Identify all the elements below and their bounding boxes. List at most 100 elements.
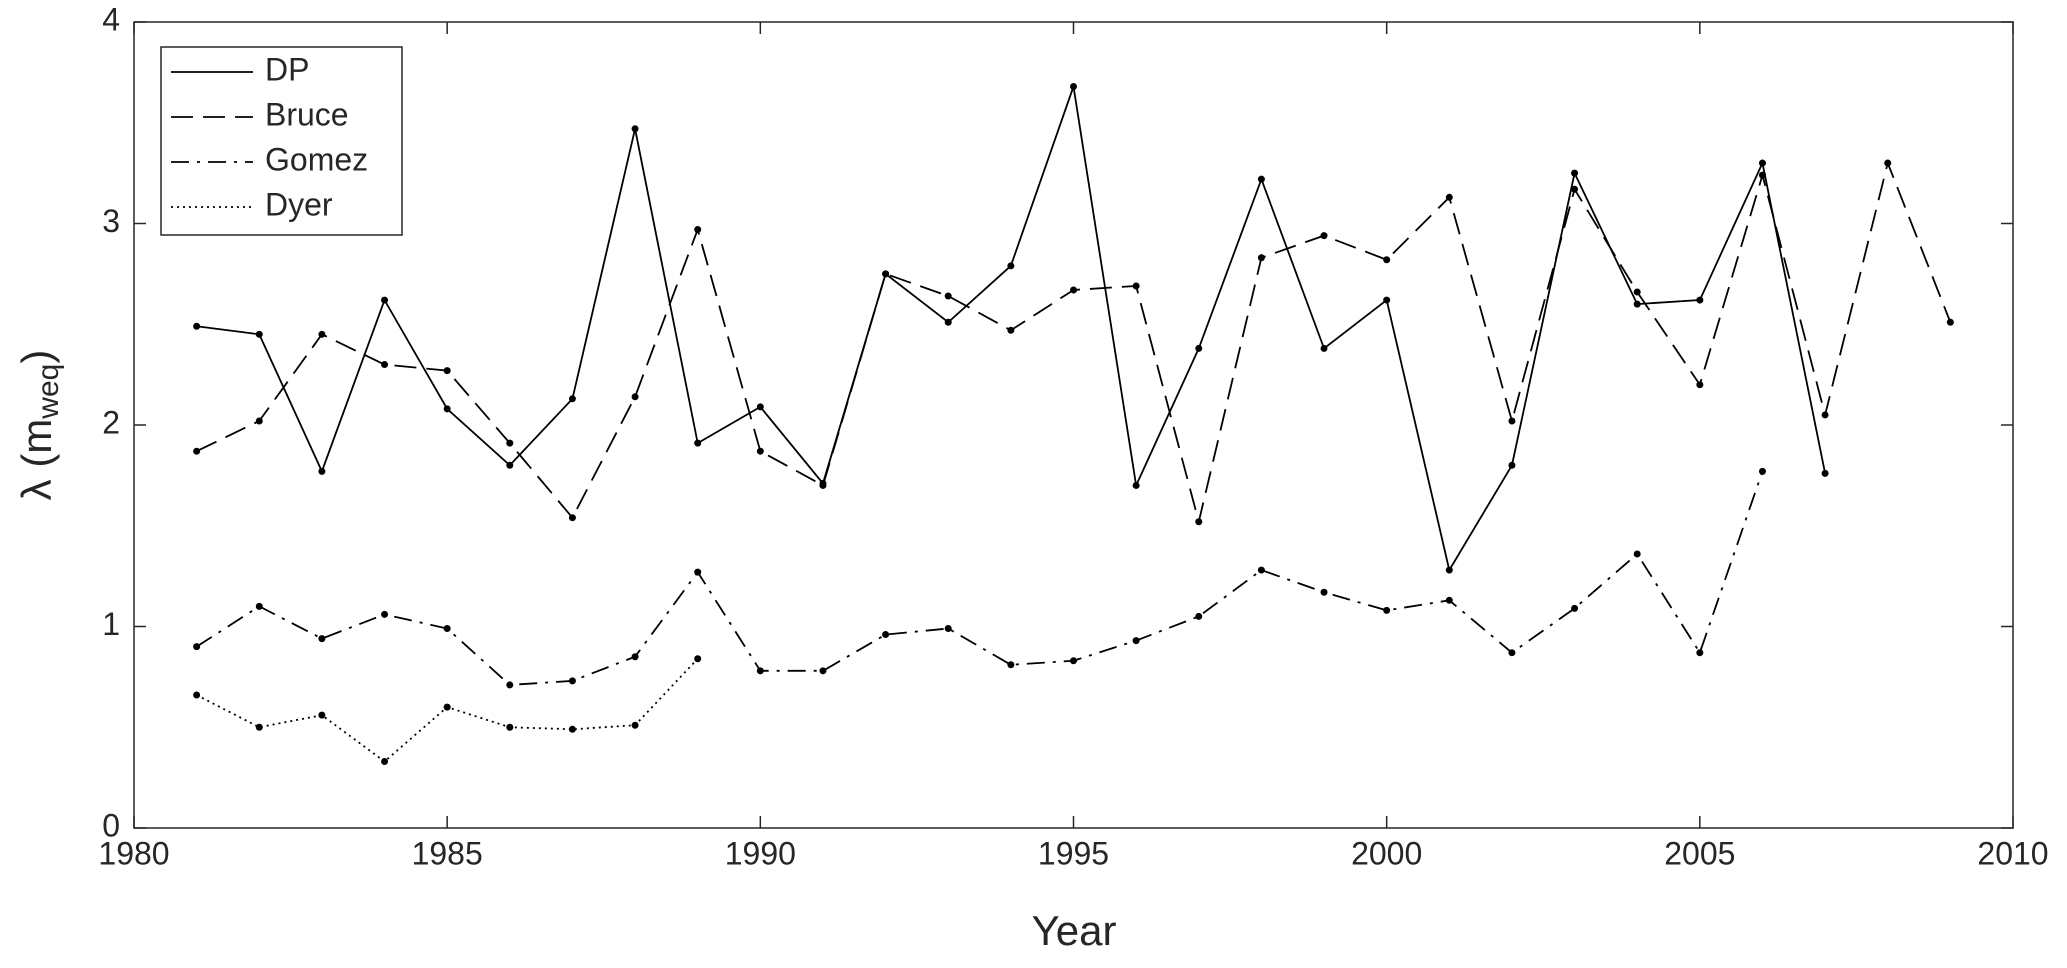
y-tick-label: 3 (102, 203, 120, 239)
data-point (1383, 256, 1391, 264)
data-point (1070, 657, 1077, 665)
data-point (1070, 82, 1077, 90)
y-tick-label: 1 (102, 606, 120, 642)
data-point (255, 723, 263, 731)
data-point (318, 467, 326, 475)
y-label-main: λ (m (13, 419, 60, 501)
data-point (1132, 481, 1140, 489)
data-point (1884, 159, 1892, 167)
x-tick-label: 2000 (1351, 835, 1422, 871)
data-point (506, 723, 514, 731)
data-point (1070, 286, 1077, 294)
data-point (381, 361, 389, 369)
y-tick-label: 4 (102, 1, 120, 37)
data-point (1633, 550, 1641, 558)
data-point (944, 625, 952, 633)
data-point (193, 691, 201, 699)
data-point (1320, 344, 1328, 352)
data-point (506, 681, 514, 689)
data-point (506, 439, 514, 447)
y-tick-label: 2 (102, 404, 120, 440)
data-point (255, 417, 263, 425)
data-point (944, 292, 952, 300)
data-point (568, 677, 576, 685)
data-point (944, 318, 952, 326)
data-point (568, 395, 576, 403)
data-point (255, 602, 263, 610)
data-point (694, 568, 702, 576)
legend-label: Gomez (265, 141, 368, 177)
x-tick-label: 1995 (1038, 835, 1109, 871)
data-point (756, 667, 764, 675)
data-point (506, 461, 514, 469)
data-point (1571, 604, 1579, 612)
data-point (443, 367, 451, 375)
data-point (1195, 612, 1203, 620)
data-point (568, 514, 576, 522)
series-line (196, 471, 1764, 686)
data-point (1758, 171, 1766, 179)
data-point (1821, 411, 1829, 419)
data-point (1007, 661, 1015, 669)
data-point (193, 447, 201, 455)
x-tick-label: 1990 (725, 835, 796, 871)
data-point (819, 667, 827, 675)
data-point (1508, 649, 1516, 657)
data-point (1383, 296, 1391, 304)
data-point (1383, 606, 1391, 614)
data-point (1508, 461, 1516, 469)
legend-label: Bruce (265, 96, 349, 132)
data-point (1445, 596, 1453, 604)
data-point (1257, 175, 1265, 183)
data-point (1508, 417, 1516, 425)
data-point (568, 725, 576, 733)
data-point (631, 721, 639, 729)
legend-box (160, 46, 403, 236)
x-tick-label: 2010 (1977, 835, 2048, 871)
y-label-sub: weq (32, 364, 65, 420)
legend-label: DP (265, 51, 309, 87)
data-point (756, 447, 764, 455)
data-point (1633, 300, 1641, 308)
data-point (1696, 649, 1704, 657)
legend-label: Dyer (265, 186, 333, 222)
data-point (318, 635, 326, 643)
data-point (1571, 185, 1579, 193)
data-point (381, 296, 389, 304)
data-point (381, 758, 389, 766)
data-point (1132, 282, 1140, 290)
data-point (443, 703, 451, 711)
data-point (1132, 637, 1140, 645)
data-point (694, 439, 702, 447)
data-point (1007, 262, 1015, 270)
data-point (1821, 469, 1829, 477)
data-point (694, 655, 702, 663)
data-point (1195, 344, 1203, 352)
data-point (318, 711, 326, 719)
data-point (1445, 566, 1453, 574)
data-point (1758, 467, 1766, 475)
data-point (255, 330, 263, 338)
plot-frame (133, 21, 2014, 829)
data-point (756, 403, 764, 411)
data-point (631, 125, 639, 133)
data-point (1445, 193, 1453, 201)
x-tick-label: 2005 (1664, 835, 1735, 871)
data-point (193, 322, 201, 330)
data-point (882, 631, 890, 639)
data-point (1257, 254, 1265, 262)
y-axis-label: λ (mweq) (13, 350, 65, 501)
series-line (196, 160, 1952, 522)
data-point (1320, 588, 1328, 596)
data-point (1633, 288, 1641, 296)
data-point (193, 643, 201, 651)
x-tick-label: 1985 (412, 835, 483, 871)
data-point (631, 653, 639, 661)
data-point (318, 330, 326, 338)
data-point (1696, 296, 1704, 304)
data-point (882, 270, 890, 278)
data-point (381, 610, 389, 618)
data-point (443, 405, 451, 413)
data-point (694, 226, 702, 234)
